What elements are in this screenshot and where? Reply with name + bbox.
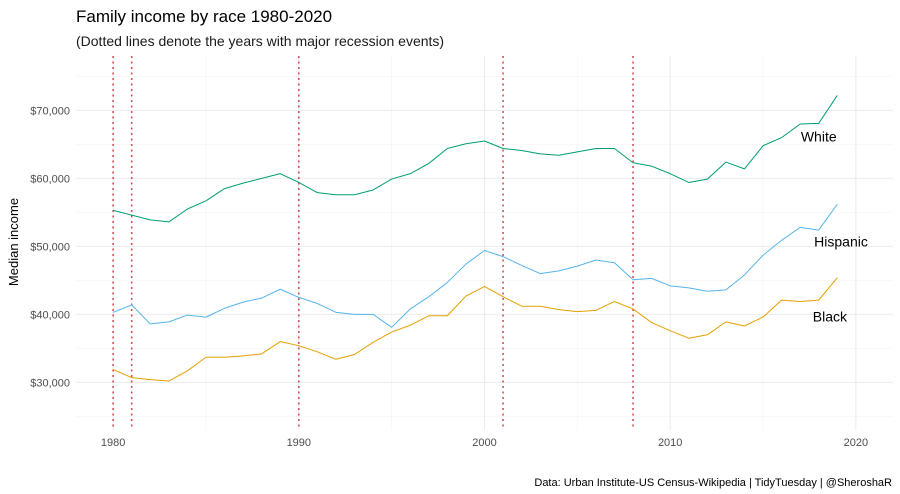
series-labels: White Hispanic Black — [801, 128, 868, 324]
y-tick-label: $30,000 — [30, 377, 70, 389]
series-line-hispanic — [112, 203, 838, 328]
series-line-black — [112, 277, 838, 382]
x-axis-ticks: 1980 1990 2000 2010 2020 — [101, 437, 868, 449]
series-label-hispanic: Hispanic — [814, 234, 868, 250]
chart-subtitle: (Dotted lines denote the years with majo… — [76, 33, 444, 49]
chart-caption: Data: Urban Institute-US Census-Wikipedi… — [534, 477, 892, 489]
chart-title: Family income by race 1980-2020 — [76, 7, 332, 26]
x-tick-label: 1980 — [101, 437, 125, 449]
grid — [76, 56, 893, 430]
x-tick-label: 2010 — [658, 437, 682, 449]
y-tick-label: $50,000 — [30, 241, 70, 253]
y-tick-label: $40,000 — [30, 309, 70, 321]
series-lines — [112, 95, 838, 382]
y-tick-label: $70,000 — [30, 105, 70, 117]
x-tick-label: 2020 — [844, 437, 868, 449]
x-tick-label: 1990 — [287, 437, 311, 449]
y-axis-ticks: $30,000 $40,000 $50,000 $60,000 $70,000 — [30, 105, 70, 389]
series-label-black: Black — [813, 309, 848, 325]
x-tick-label: 2000 — [472, 437, 496, 449]
series-line-white — [113, 95, 838, 223]
y-tick-label: $60,000 — [30, 173, 70, 185]
y-axis-title: Median income — [6, 198, 21, 286]
recession-lines — [112, 56, 634, 430]
series-label-white: White — [801, 128, 837, 144]
